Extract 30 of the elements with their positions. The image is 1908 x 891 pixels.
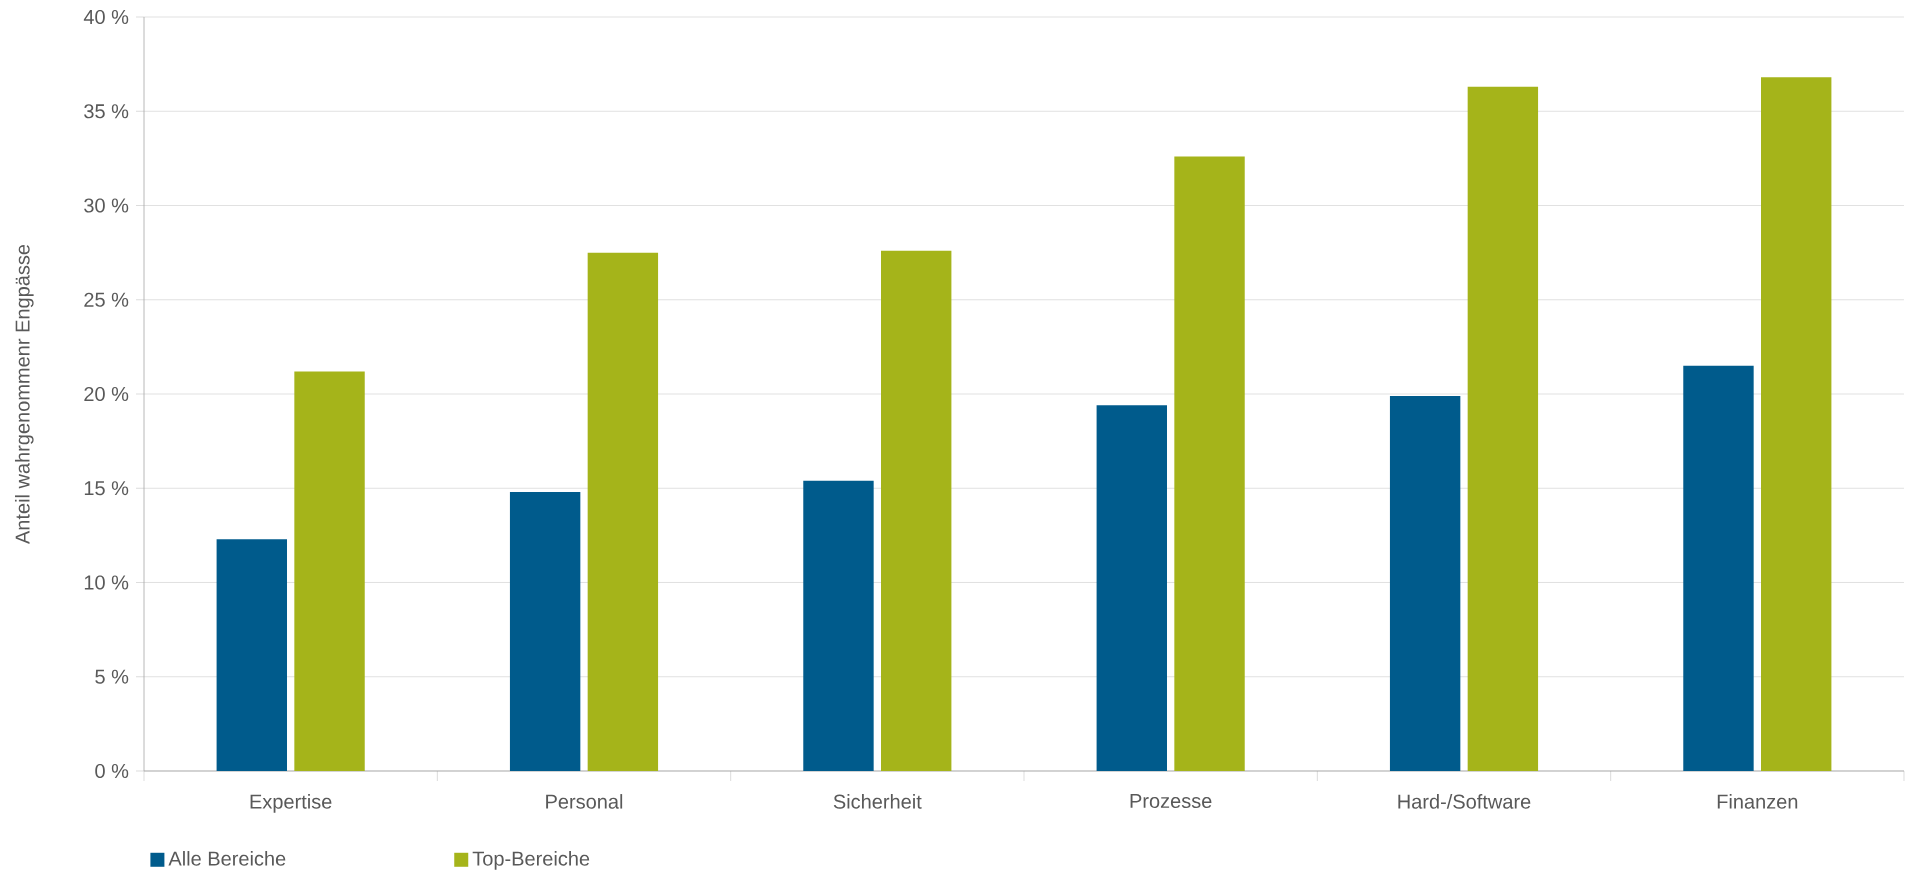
bar [1467,86,1539,771]
bar [216,539,287,771]
y-tick-label: 10 % [84,575,129,590]
bar [294,371,365,771]
y-tick-label: 5 % [95,669,129,684]
y-tick-label: 35 % [84,104,129,119]
x-tick-label: Prozesse [1130,794,1212,809]
x-tick-label: Finanzen [1717,794,1798,809]
y-tick-label: 30 % [84,198,129,213]
y-tick-label: 15 % [84,481,129,496]
y-tick-label: 40 % [83,9,129,25]
bar [881,250,952,771]
x-tick-label: Sicherheit [833,794,922,809]
bar [1174,156,1245,771]
bar [1683,365,1754,771]
y-tick-label: 0 % [95,763,129,779]
y-axis-title: Anteil wahrgenommenr Engpässe [14,244,34,545]
bar [1389,395,1461,771]
bar [587,252,659,771]
x-tick-label: Hard-/Software [1398,794,1531,809]
bar [1096,405,1167,771]
x-tick-label: Personal [546,794,623,809]
bar [1761,77,1832,771]
legend-label: Alle Bereiche [168,851,286,866]
x-tick-label: Expertise [250,794,332,813]
legend-label: Top-Bereiche [472,851,590,870]
bar [803,480,874,771]
bar [509,492,581,771]
y-tick-label: 25 % [84,292,129,307]
y-tick-label: 20 % [84,386,129,402]
